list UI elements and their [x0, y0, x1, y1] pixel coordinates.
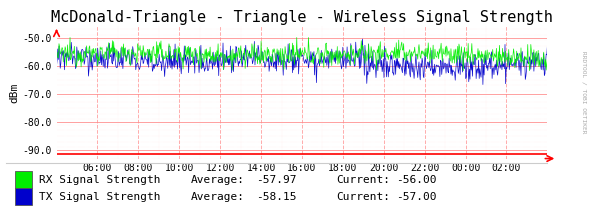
Text: Current:: Current:	[336, 192, 390, 202]
Text: -56.00: -56.00	[396, 175, 436, 185]
Text: RRDTOOL / TOBI OETIKER: RRDTOOL / TOBI OETIKER	[582, 51, 587, 134]
Title: McDonald-Triangle - Triangle - Wireless Signal Strength: McDonald-Triangle - Triangle - Wireless …	[51, 10, 553, 25]
Text: TX Signal Strength: TX Signal Strength	[39, 192, 160, 202]
Text: -58.15: -58.15	[256, 192, 296, 202]
Text: Average:: Average:	[190, 175, 245, 185]
Text: -57.00: -57.00	[396, 192, 436, 202]
Text: RX Signal Strength: RX Signal Strength	[39, 175, 160, 185]
Text: -57.97: -57.97	[256, 175, 296, 185]
Text: Current:: Current:	[336, 175, 390, 185]
Text: Average:: Average:	[190, 192, 245, 202]
Y-axis label: dBm: dBm	[10, 82, 20, 102]
